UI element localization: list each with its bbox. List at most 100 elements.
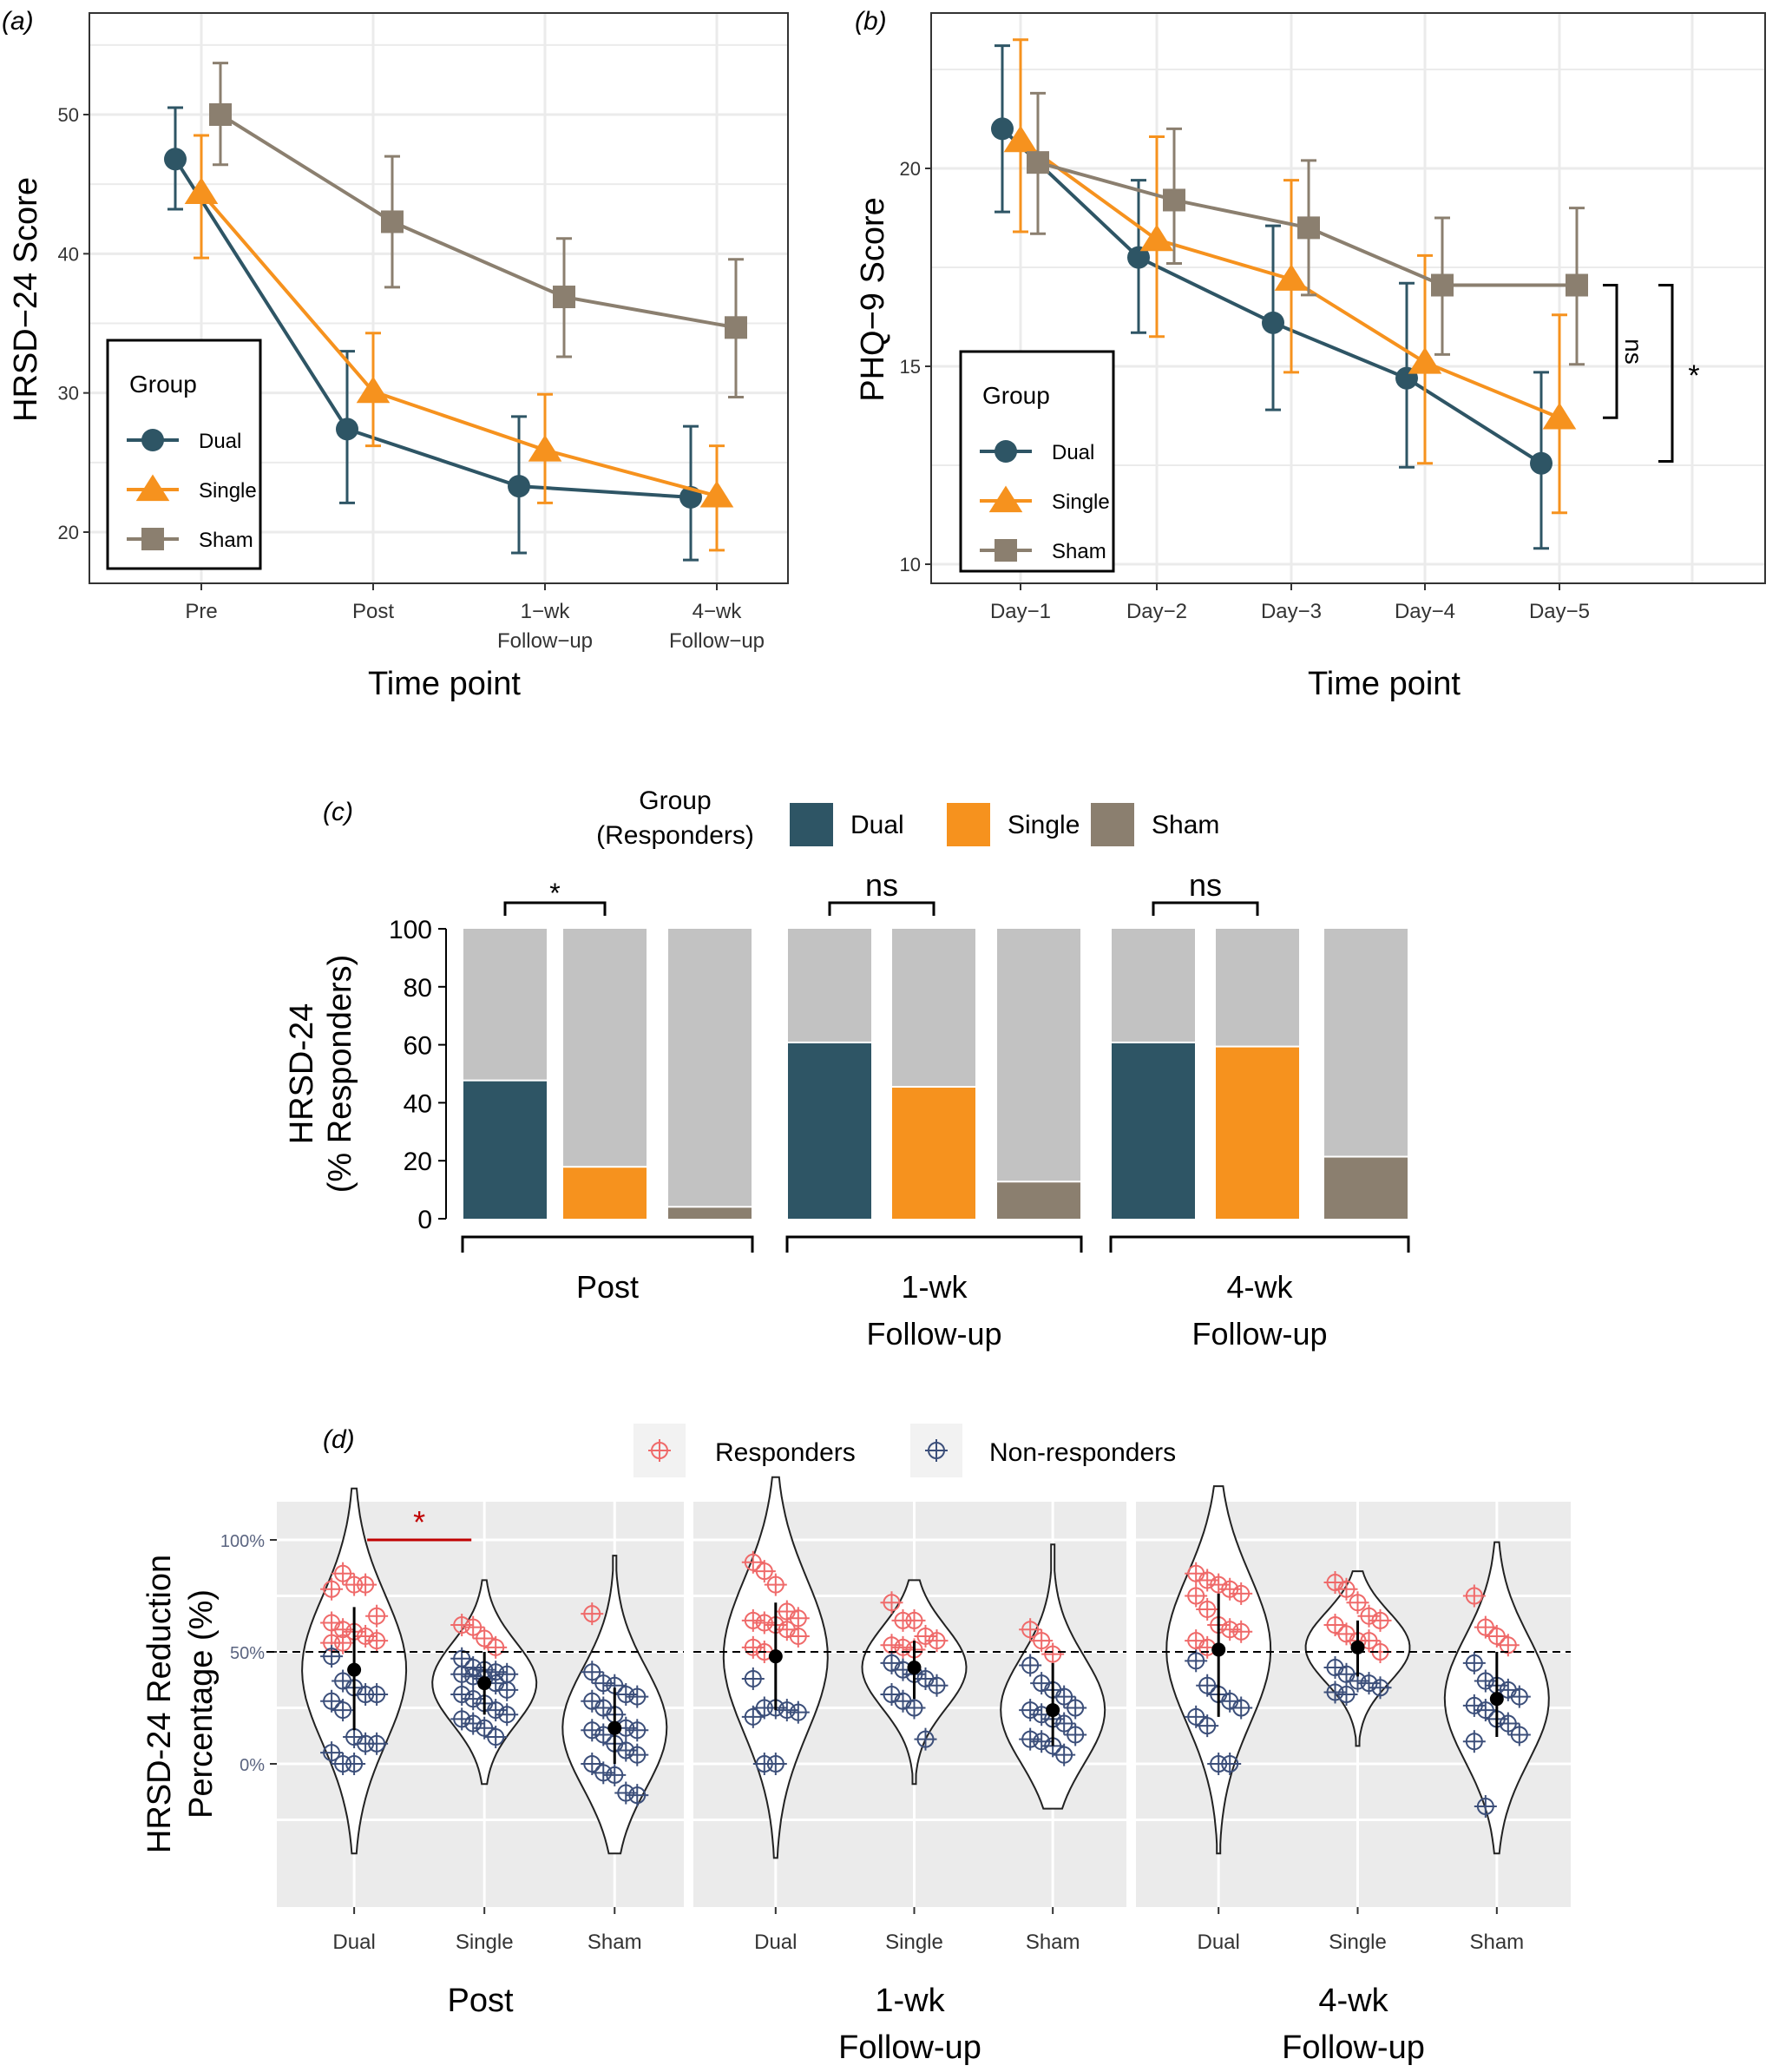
violin-group-sham <box>561 1555 668 1855</box>
non-responder-point <box>1474 1669 1497 1693</box>
summary-mean-point <box>607 1720 622 1735</box>
non-responder-point <box>484 1726 508 1749</box>
non-responder-point <box>1196 1674 1219 1697</box>
bar-non-responders-single <box>563 929 647 1167</box>
data-point-single <box>1003 125 1038 153</box>
significance-label: * <box>1688 359 1699 392</box>
non-responder-point <box>1507 1723 1531 1746</box>
facet-post: Dual Single Sham 0% 50% 100% * Post <box>220 1483 684 2019</box>
data-point-dual <box>1262 311 1284 334</box>
panel-b-plot-border <box>930 12 1766 584</box>
legend-swatch-single <box>947 803 990 846</box>
legend-key-sham <box>141 528 164 550</box>
responder-point <box>1230 1582 1253 1605</box>
data-point-sham <box>553 286 575 309</box>
bar-non-responders-dual <box>463 929 547 1080</box>
non-responder-point <box>626 1719 649 1742</box>
non-responder-point <box>1185 1705 1208 1728</box>
non-responder-point <box>450 1662 474 1686</box>
y-tick-label: 50 <box>58 104 79 126</box>
summary-mean-point <box>907 1661 922 1675</box>
legend-box <box>106 339 262 570</box>
non-responder-point <box>320 1741 344 1765</box>
legend-label-sham: Sham <box>199 529 253 552</box>
bar-non-responders-sham <box>668 929 752 1207</box>
legend-key-single <box>988 485 1023 513</box>
x-tick-label: Sham <box>588 1931 642 1954</box>
violin-group-single <box>431 1579 538 1786</box>
responder-point <box>450 1614 474 1637</box>
responder-point <box>764 1573 787 1596</box>
y-tick-label: 15 <box>900 356 921 378</box>
responder-point <box>1196 1597 1219 1621</box>
y-tick-label: 100% <box>220 1532 265 1551</box>
group-bracket <box>785 1235 1083 1253</box>
legend-key-sham <box>995 539 1017 562</box>
x-tick-label: Pre <box>185 600 217 623</box>
responder-point <box>365 1604 389 1628</box>
facet-label: 1-wk <box>875 1983 945 2019</box>
responder-point <box>741 1608 765 1632</box>
series-dual <box>164 106 702 562</box>
legend-label-non-responders: Non-responders <box>989 1438 1176 1467</box>
bar-responders-sham <box>1324 1157 1408 1219</box>
responder-point <box>320 1577 344 1601</box>
facet-label: Post <box>447 1983 513 2019</box>
group-label: Post <box>576 1269 639 1305</box>
responder-point <box>914 1624 937 1648</box>
x-tick-label: Follow−up <box>497 629 593 653</box>
legend-label-sham: Sham <box>1052 540 1106 563</box>
y-tick-label: 80 <box>404 974 432 1003</box>
non-responder-point <box>320 1645 344 1668</box>
responder-point <box>332 1631 355 1654</box>
significance-bracket <box>1152 901 1259 916</box>
panel-d: (d) Responders Non-responders Dual Single S… <box>141 1424 1571 2066</box>
responder-point <box>332 1562 355 1585</box>
legend-label-dual: Dual <box>1052 441 1094 464</box>
violin-group-sham <box>1000 1543 1106 1810</box>
group-label: 1-wk <box>901 1269 968 1305</box>
non-responder-point <box>741 1705 765 1728</box>
data-point-sham <box>1027 151 1049 174</box>
panel-c: (c) Group (Responders) Dual Single Sham * ns n… <box>284 786 1410 1352</box>
responder-point <box>581 1602 604 1626</box>
non-responder-point <box>1230 1696 1253 1720</box>
bar-responders-sham <box>668 1207 752 1219</box>
significance-bracket <box>1603 284 1618 419</box>
data-point-sham <box>1163 188 1185 212</box>
data-point-sham <box>1297 216 1320 240</box>
bar-responders-sham <box>997 1182 1080 1219</box>
non-responder-point <box>903 1696 926 1720</box>
panel-b-ticks: 10 15 20 Day−1 Day−2 Day−3 Day−4 Day−5 <box>900 158 1591 623</box>
responder-point <box>1346 1591 1369 1615</box>
legend-swatch-dual <box>790 803 833 846</box>
responder-point <box>484 1635 508 1659</box>
y-tick-label: 60 <box>404 1032 432 1061</box>
bar-group-1-wk-follow-up: ns <box>785 867 1083 1253</box>
bar-non-responders-sham <box>997 929 1080 1181</box>
summary-mean-point <box>1489 1692 1504 1707</box>
x-tick-label: Day−1 <box>990 600 1051 623</box>
bar-responders-dual <box>463 1081 547 1219</box>
y-tick-label: 30 <box>58 383 79 405</box>
summary-mean-point <box>477 1676 492 1691</box>
panel-d-y-axis-title: HRSD-24 Reduction Percentage (%) <box>141 1555 220 1853</box>
legend-label-single: Single <box>1052 490 1110 514</box>
non-responder-point <box>1196 1714 1219 1738</box>
non-responder-point <box>1019 1727 1042 1751</box>
legend-label-responders: Responders <box>715 1438 856 1467</box>
responder-point <box>1230 1620 1253 1643</box>
non-responder-point <box>581 1753 604 1775</box>
panel-c-legend: Group (Responders) Dual Single Sham <box>596 786 1219 850</box>
non-responder-point <box>1019 1654 1042 1677</box>
responder-point <box>1474 1615 1497 1639</box>
significance-bracket <box>503 901 607 916</box>
non-responder-point <box>581 1661 604 1684</box>
summary-mean-point <box>1046 1703 1060 1718</box>
panel-b-x-axis-title: Time point <box>1308 666 1461 702</box>
responder-point <box>365 1629 389 1653</box>
summary-mean-point <box>768 1649 783 1664</box>
responder-point <box>473 1627 496 1650</box>
